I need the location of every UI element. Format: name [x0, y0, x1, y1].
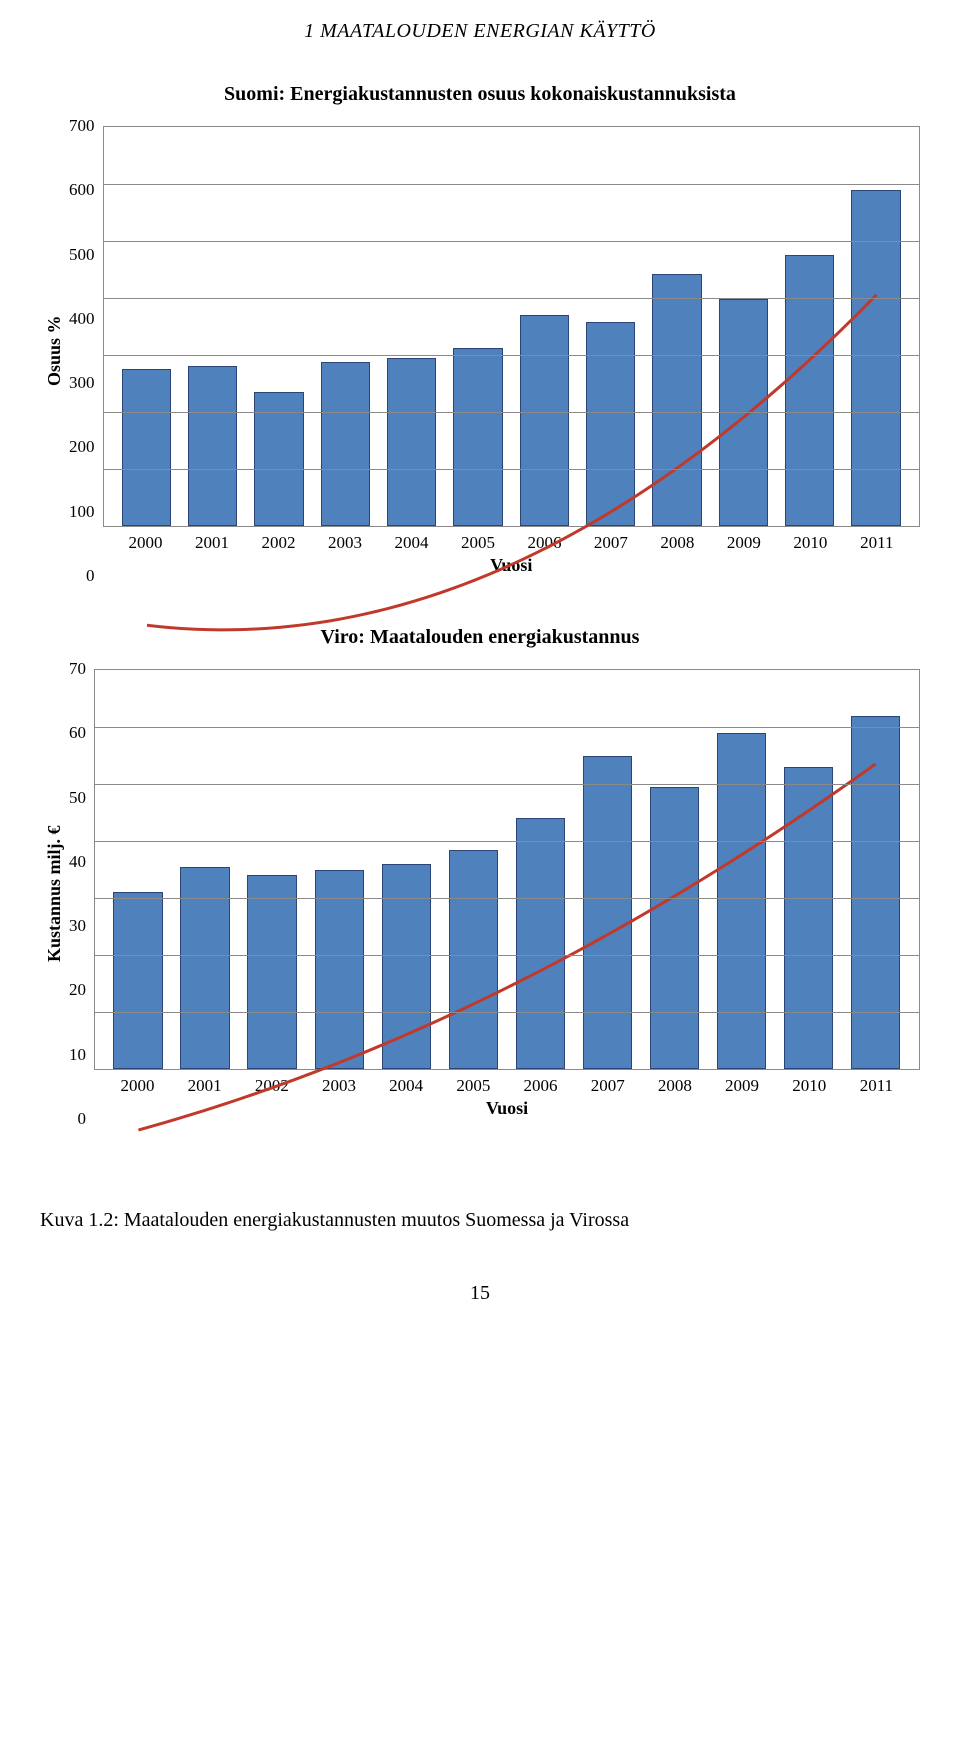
bar: [785, 255, 834, 526]
bar: [122, 369, 171, 526]
y-axis-ticks: 7006005004003002001000: [69, 126, 103, 576]
bar: [315, 870, 365, 1070]
bar: [851, 716, 901, 1069]
x-tick-label: 2002: [245, 533, 311, 553]
x-tick-label: 2000: [104, 1076, 171, 1096]
x-axis-label: Vuosi: [103, 555, 921, 576]
x-tick-label: 2005: [445, 533, 511, 553]
gridline: [104, 469, 920, 470]
plot-column: 2000200120022003200420052006200720082009…: [94, 669, 920, 1119]
x-tick-label: 2004: [373, 1076, 440, 1096]
x-tick-label: 2002: [238, 1076, 305, 1096]
gridline: [104, 184, 920, 185]
chart-title: Viro: Maatalouden energiakustannus: [40, 626, 920, 649]
bar: [449, 850, 499, 1069]
x-tick-label: 2008: [641, 1076, 708, 1096]
plot-area: [94, 669, 920, 1070]
x-tick-label: 2007: [574, 1076, 641, 1096]
gridline: [95, 784, 919, 785]
x-tick-label: 2001: [179, 533, 245, 553]
bar: [520, 315, 569, 526]
x-tick-label: 2010: [776, 1076, 843, 1096]
gridline: [95, 841, 919, 842]
bar: [180, 867, 230, 1069]
plot-area: [103, 126, 921, 527]
bar: [387, 358, 436, 526]
gridline: [95, 898, 919, 899]
bars-layer: [95, 670, 919, 1069]
x-tick-label: 2003: [305, 1076, 372, 1096]
figure-caption: Kuva 1.2: Maatalouden energiakustannuste…: [40, 1209, 920, 1232]
x-tick-label: 2001: [171, 1076, 238, 1096]
bar: [516, 818, 566, 1069]
x-tick-label: 2009: [708, 1076, 775, 1096]
x-tick-label: 2003: [312, 533, 378, 553]
chart-title: Suomi: Energiakustannusten osuus kokonai…: [40, 83, 920, 106]
x-tick-label: 2007: [578, 533, 644, 553]
chart-suomi: Suomi: Energiakustannusten osuus kokonai…: [40, 83, 920, 576]
bar: [188, 366, 237, 526]
bar: [652, 274, 701, 526]
chart-zone: Kustannus milj. € 706050403020100 200020…: [40, 669, 920, 1119]
bar: [784, 767, 834, 1069]
x-tick-label: 2005: [440, 1076, 507, 1096]
x-tick-label: 2004: [378, 533, 444, 553]
x-tick-label: 2009: [711, 533, 777, 553]
x-tick-label: 2011: [843, 1076, 910, 1096]
x-tick-label: 2010: [777, 533, 843, 553]
x-tick-label: 2006: [507, 1076, 574, 1096]
x-axis-ticks: 2000200120022003200420052006200720082009…: [103, 527, 921, 553]
x-tick-label: 2000: [112, 533, 178, 553]
y-axis-label: Kustannus milj. €: [40, 669, 69, 1119]
gridline: [104, 412, 920, 413]
gridline: [104, 355, 920, 356]
x-axis-label: Vuosi: [94, 1098, 920, 1119]
page: 1 MAATALOUDEN ENERGIAN KÄYTTÖ Suomi: Ene…: [0, 20, 960, 1305]
y-axis-ticks: 706050403020100: [69, 669, 94, 1119]
bar: [247, 875, 297, 1069]
bar: [453, 348, 502, 526]
chart-viro: Viro: Maatalouden energiakustannus Kusta…: [40, 626, 920, 1119]
section-heading: 1 MAATALOUDEN ENERGIAN KÄYTTÖ: [40, 20, 920, 43]
bar: [583, 756, 633, 1070]
bars-layer: [104, 127, 920, 526]
gridline: [104, 298, 920, 299]
x-tick-label: 2006: [511, 533, 577, 553]
bar: [586, 322, 635, 526]
gridline: [95, 955, 919, 956]
gridline: [95, 727, 919, 728]
plot-column: 2000200120022003200420052006200720082009…: [103, 126, 921, 576]
bar: [382, 864, 432, 1069]
page-number: 15: [40, 1282, 920, 1305]
y-axis-label: Osuus %: [40, 126, 69, 576]
gridline: [95, 1012, 919, 1013]
bar: [113, 892, 163, 1069]
chart-zone: Osuus % 7006005004003002001000 200020012…: [40, 126, 920, 576]
gridline: [104, 241, 920, 242]
bar: [650, 787, 700, 1069]
x-tick-label: 2008: [644, 533, 710, 553]
bar: [321, 362, 370, 526]
x-tick-label: 2011: [844, 533, 910, 553]
x-axis-ticks: 2000200120022003200420052006200720082009…: [94, 1070, 920, 1096]
